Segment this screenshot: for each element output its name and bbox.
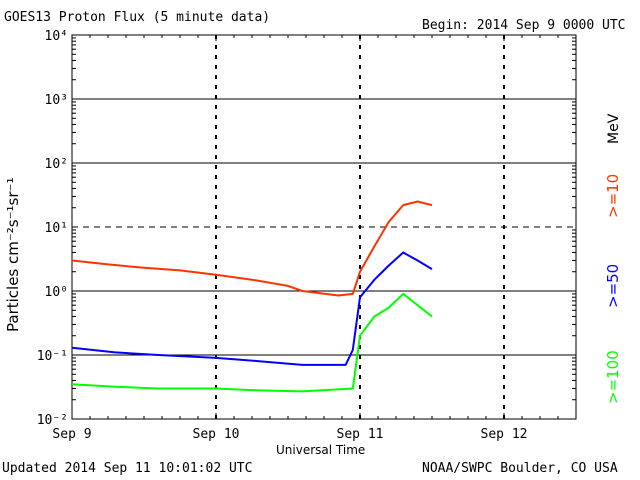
plot-frame (71, 34, 577, 420)
series-line-1 (71, 251, 433, 366)
series-line-2 (71, 292, 433, 393)
x-axis-title: Universal Time (276, 443, 366, 457)
chart-title: GOES13 Proton Flux (5 minute data) (4, 10, 271, 25)
y-tick-label: 10⁻¹ (37, 349, 68, 364)
x-tick-label: Sep 9 (52, 427, 91, 442)
y-axis-title: Particles cm⁻²s⁻¹sr⁻¹ (4, 177, 22, 332)
updated-timestamp: Updated 2014 Sep 11 10:01:02 UTC (2, 461, 253, 476)
legend-ge50: >=50 (604, 263, 622, 308)
series-line-0 (71, 200, 433, 297)
legend-ge100: >=100 (604, 350, 622, 404)
legend-unit-mev: MeV (606, 113, 622, 144)
y-tick-label: 10³ (45, 93, 68, 108)
x-tick-label: Sep 11 (337, 427, 384, 442)
begin-time-label: Begin: 2014 Sep 9 0000 UTC (422, 18, 626, 33)
noaa-swpc-credit: NOAA/SWPC Boulder, CO USA (422, 461, 618, 476)
y-tick-label: 10² (45, 157, 68, 172)
x-tick-label: Sep 10 (193, 427, 240, 442)
y-tick-label: 10⁻² (37, 413, 68, 428)
legend-ge10: >=10 (604, 173, 622, 218)
y-tick-label: 10⁰ (45, 285, 68, 300)
y-tick-label: 10¹ (45, 221, 68, 236)
y-tick-label: 10⁴ (45, 29, 68, 44)
x-tick-label: Sep 12 (481, 427, 528, 442)
